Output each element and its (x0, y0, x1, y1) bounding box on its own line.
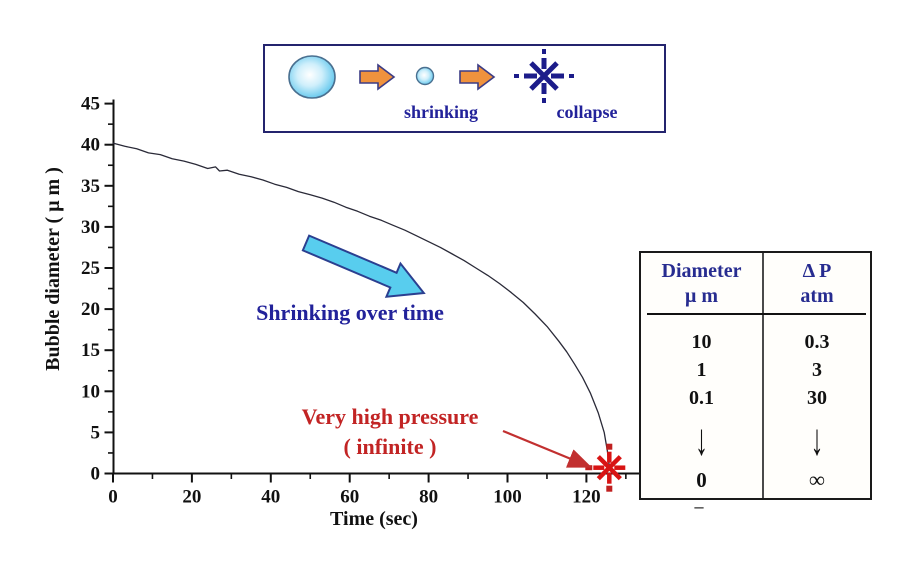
table-cell-diameter: 0.1 (689, 387, 714, 409)
right-arrow-icon (359, 63, 396, 91)
y-axis-title: Bubble diameter ( μ m ) (42, 167, 64, 371)
svg-text:5: 5 (91, 422, 101, 443)
table-cell-diameter-limit: 0 (696, 468, 707, 492)
svg-text:25: 25 (81, 258, 100, 279)
svg-text:40: 40 (81, 135, 100, 156)
svg-text:80: 80 (419, 487, 438, 508)
svg-text:40: 40 (261, 487, 280, 508)
svg-text:30: 30 (81, 217, 100, 238)
svg-text:0: 0 (108, 487, 118, 508)
table-cell-dp: 3 (812, 359, 822, 381)
svg-text:20: 20 (182, 487, 201, 508)
svg-text:0: 0 (91, 464, 101, 485)
shrinking-direction-arrow (301, 234, 426, 298)
svg-text:35: 35 (81, 176, 100, 197)
process-diagram-icons (288, 49, 574, 103)
svg-text:120: 120 (572, 487, 601, 508)
down-arrow-icon: ↓ (695, 415, 708, 465)
table-cell-dp: 0.3 (804, 331, 830, 353)
svg-text:45: 45 (81, 94, 100, 115)
col-unit-atm: atm (800, 285, 834, 307)
col-unit-um: μ m (685, 285, 718, 307)
annotation-arrow (502, 429, 593, 468)
shrinking-over-time-annotation: Shrinking over time (256, 300, 444, 325)
table-cell-diameter: 1 (696, 359, 707, 381)
shrinking-label: shrinking (403, 102, 479, 122)
collapse-burst-icon (514, 49, 574, 103)
annotation-line-1: Very high pressure (301, 404, 479, 429)
diameter-curve (112, 142, 610, 467)
process-diagram-box: shrinking collapse (263, 44, 666, 133)
annotation-line-2: ( infinite ) (343, 434, 437, 459)
collapse-marker-icon (585, 443, 626, 492)
table-cell-dp: 30 (807, 387, 827, 409)
table-cell-diameter: 10 (691, 331, 712, 353)
table-column-divider (762, 253, 764, 498)
chart-axes: 0 20 40 60 80 100 120 0 5 10 15 20 25 30 35 40 45 (81, 94, 643, 508)
svg-text:15: 15 (81, 340, 100, 361)
col-header-dp: Δ P (802, 260, 832, 282)
down-arrow-icon: ↓ (810, 415, 824, 465)
col-header-diameter: Diameter (661, 260, 742, 282)
svg-text:10: 10 (81, 381, 100, 402)
large-bubble-icon (288, 55, 336, 99)
svg-text:20: 20 (81, 299, 100, 320)
svg-text:100: 100 (493, 487, 522, 508)
diameter-pressure-table: Diameter μ m Δ P atm 10 0.3 1 3 0.1 30 ↓… (639, 251, 872, 500)
right-arrow-icon (459, 63, 496, 91)
svg-text:60: 60 (340, 487, 359, 508)
small-bubble-icon (415, 66, 435, 86)
x-axis-title: Time (sec) (330, 508, 418, 530)
collapse-label: collapse (556, 102, 618, 122)
table-below-dash: – (694, 496, 704, 516)
table-cell-dp-limit: ∞ (809, 467, 825, 492)
table-header-rule (647, 313, 866, 315)
very-high-pressure-annotation: Very high pressure ( infinite ) (240, 402, 540, 462)
